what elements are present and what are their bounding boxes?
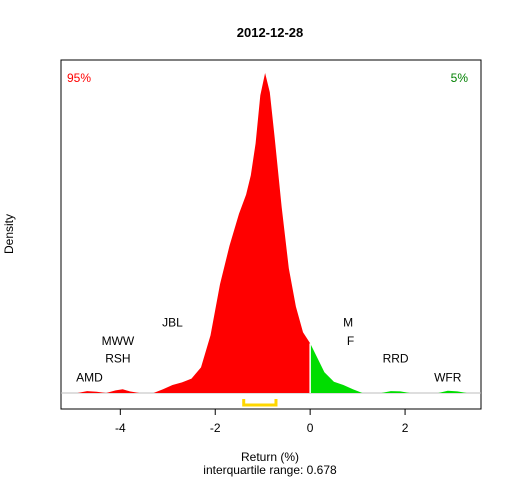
ticker-label: JBL	[162, 315, 183, 329]
right-tail-percent: 5%	[451, 71, 469, 85]
x-axis-label: Return (%)	[241, 450, 299, 464]
chart-title: 2012-12-28	[237, 25, 304, 40]
ticker-label: RSH	[105, 351, 130, 365]
ticker-label: M	[343, 315, 353, 329]
ticker-label: RRD	[383, 351, 409, 365]
density-layer	[77, 73, 467, 393]
ticker-label: WFR	[434, 370, 462, 384]
iqr-bracket-line	[242, 399, 278, 407]
iqr-subtitle: interquartile range: 0.678	[203, 463, 337, 477]
x-axis: -4 -2 0 2	[115, 409, 409, 435]
density-right-area	[310, 343, 467, 393]
left-tail-percent: 95%	[67, 71, 91, 85]
density-left-area	[77, 73, 311, 393]
iqr-bracket	[242, 399, 278, 407]
x-tick-label: -4	[115, 421, 126, 435]
ticker-label: AMD	[76, 370, 103, 384]
ticker-label: MWW	[102, 334, 135, 348]
x-tick-label: 0	[307, 421, 314, 435]
y-axis-label: Density	[2, 214, 16, 254]
ticker-label: F	[347, 334, 354, 348]
x-tick-label: -2	[210, 421, 221, 435]
x-tick-label: 2	[402, 421, 409, 435]
plot-frame	[60, 59, 482, 410]
